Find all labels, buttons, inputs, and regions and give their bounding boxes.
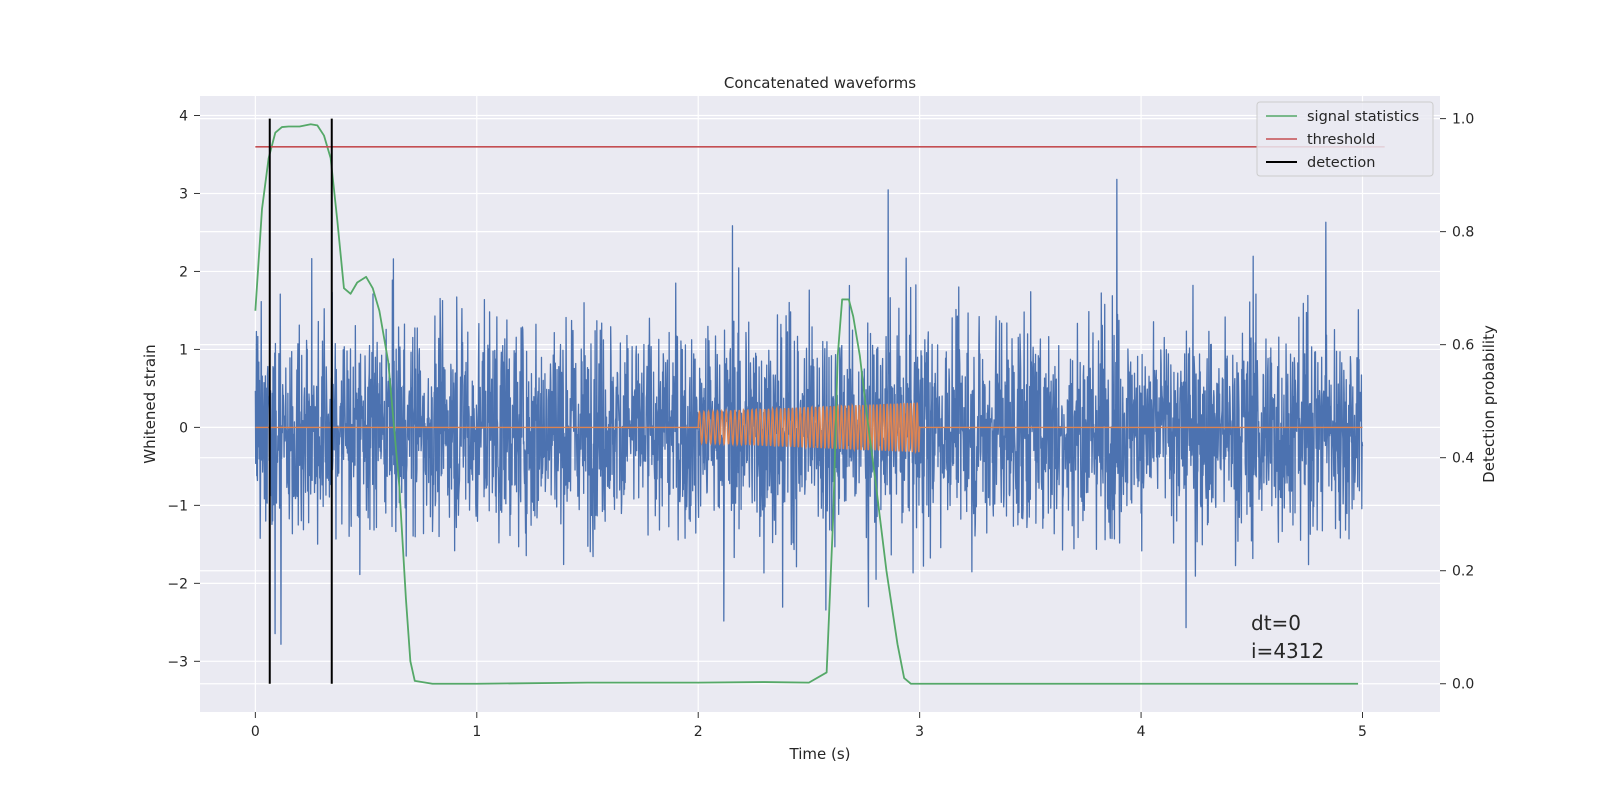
- x-tick-labels: 0 1 2 3 4 5: [251, 712, 1367, 740]
- annotation-dt: dt=0: [1251, 611, 1301, 635]
- y-right-tick-label: 0.2: [1452, 564, 1474, 580]
- y-right-tick-label: 0.4: [1452, 451, 1474, 467]
- x-tick-label: 2: [694, 724, 703, 740]
- y-tick-label: 1: [179, 342, 188, 358]
- signal-statistics-line: [254, 123, 1359, 685]
- y-tick-label: 4: [179, 108, 188, 124]
- chart-title: Concatenated waveforms: [724, 74, 916, 92]
- annotation-index: i=4312: [1251, 639, 1324, 663]
- y-tick-labels: −3 −2 −1 0 1 2 3 4: [167, 108, 200, 670]
- grid-horizontal-right: [200, 118, 1440, 685]
- injection-series: [255, 402, 1363, 455]
- x-tick-label: 0: [251, 724, 260, 740]
- y-tick-label: −3: [167, 654, 188, 670]
- x-tick-label: 4: [1137, 724, 1146, 740]
- injection-line: [255, 402, 1363, 455]
- strain-series: [254, 178, 1364, 645]
- y-tick-label: 3: [179, 186, 188, 202]
- y-right-tick-label: 0.8: [1452, 225, 1474, 241]
- y-tick-label: −1: [167, 498, 188, 514]
- y-right-tick-label: 0.6: [1452, 338, 1474, 354]
- legend-label-detection: detection: [1307, 155, 1375, 171]
- x-tick-label: 1: [472, 724, 481, 740]
- y-axis-label-right: Detection probability: [1480, 325, 1498, 483]
- legend: signal statistics threshold detection: [1256, 101, 1434, 177]
- right-axis-series: [254, 118, 1385, 685]
- strain-line: [254, 178, 1364, 645]
- x-tick-label: 5: [1358, 724, 1367, 740]
- y-right-tick-label: 1.0: [1452, 112, 1474, 128]
- legend-label-threshold: threshold: [1307, 132, 1375, 148]
- legend-box: [1256, 101, 1434, 177]
- legend-label-signal-statistics: signal statistics: [1307, 109, 1419, 125]
- x-tick-label: 3: [915, 724, 924, 740]
- y-axis-label: Whitened strain: [141, 344, 159, 463]
- y-tick-label: 2: [179, 264, 188, 280]
- y-right-tick-label: 0.0: [1452, 677, 1474, 693]
- y-tick-label: 0: [179, 420, 188, 436]
- y-right-tick-labels: 0.0 0.2 0.4 0.6 0.8 1.0: [1440, 112, 1474, 693]
- x-axis-label: Time (s): [789, 745, 851, 763]
- y-tick-label: −2: [167, 576, 188, 592]
